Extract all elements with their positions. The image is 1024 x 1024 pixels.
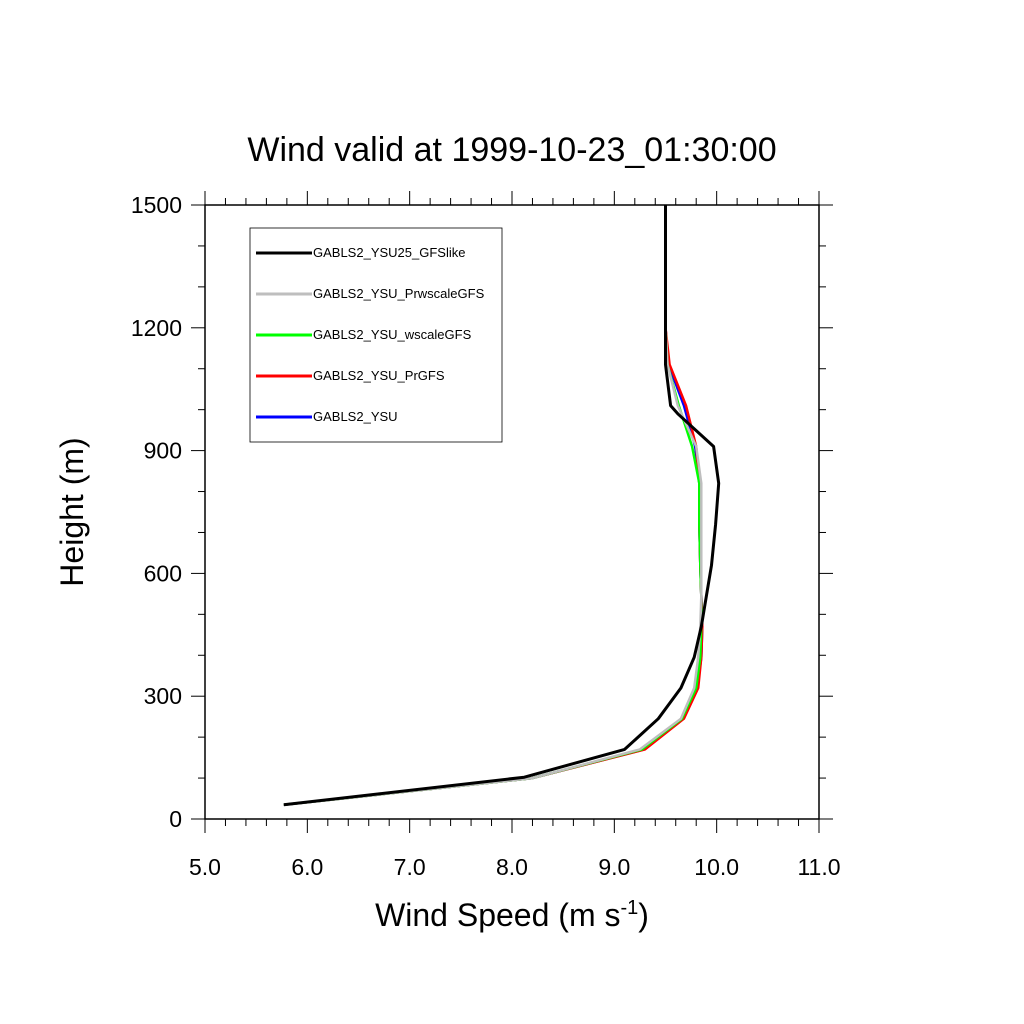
legend-label: GABLS2_YSU_wscaleGFS bbox=[313, 327, 472, 342]
x-tick-label: 10.0 bbox=[694, 854, 739, 880]
y-tick-label: 1500 bbox=[131, 192, 182, 218]
y-tick-label: 300 bbox=[144, 683, 182, 709]
legend-items: GABLS2_YSU25_GFSlike GABLS2_YSU_PrwscaleG… bbox=[256, 245, 485, 424]
x-axis-label-end: ) bbox=[638, 897, 649, 933]
chart-title: Wind valid at 1999-10-23_01:30:00 bbox=[247, 131, 776, 169]
y-tick-label: 900 bbox=[144, 438, 182, 464]
legend-label: GABLS2_YSU25_GFSlike bbox=[313, 245, 465, 260]
legend-label: GABLS2_YSU bbox=[313, 409, 398, 424]
y-tick-label: 0 bbox=[169, 806, 182, 832]
x-axis-label-main: Wind Speed (m s bbox=[375, 897, 620, 933]
y-axis-label: Height (m) bbox=[54, 437, 90, 586]
series-lines bbox=[283, 205, 721, 807]
x-tick-label: 7.0 bbox=[394, 854, 426, 880]
legend-label: GABLS2_YSU_PrwscaleGFS bbox=[313, 286, 485, 301]
y-tick-label: 600 bbox=[144, 560, 182, 586]
axis-ticks bbox=[191, 191, 833, 833]
x-tick-label: 9.0 bbox=[598, 854, 630, 880]
x-tick-labels: 5.0 6.0 7.0 8.0 9.0 10.0 11.0 bbox=[189, 854, 841, 880]
legend-label: GABLS2_YSU_PrGFS bbox=[313, 368, 445, 383]
x-tick-label: 5.0 bbox=[189, 854, 221, 880]
x-axis-label: Wind Speed (m s-1) bbox=[375, 897, 649, 933]
x-axis-label-superscript: -1 bbox=[620, 897, 638, 919]
x-tick-label: 11.0 bbox=[797, 854, 840, 880]
series-line-1 bbox=[283, 205, 721, 807]
y-tick-label: 1200 bbox=[131, 315, 182, 341]
x-tick-label: 8.0 bbox=[496, 854, 528, 880]
x-tick-label: 6.0 bbox=[291, 854, 323, 880]
legend: GABLS2_YSU25_GFSlike GABLS2_YSU_PrwscaleG… bbox=[249, 227, 503, 443]
y-tick-labels: 0 300 600 900 1200 1500 bbox=[131, 192, 182, 832]
